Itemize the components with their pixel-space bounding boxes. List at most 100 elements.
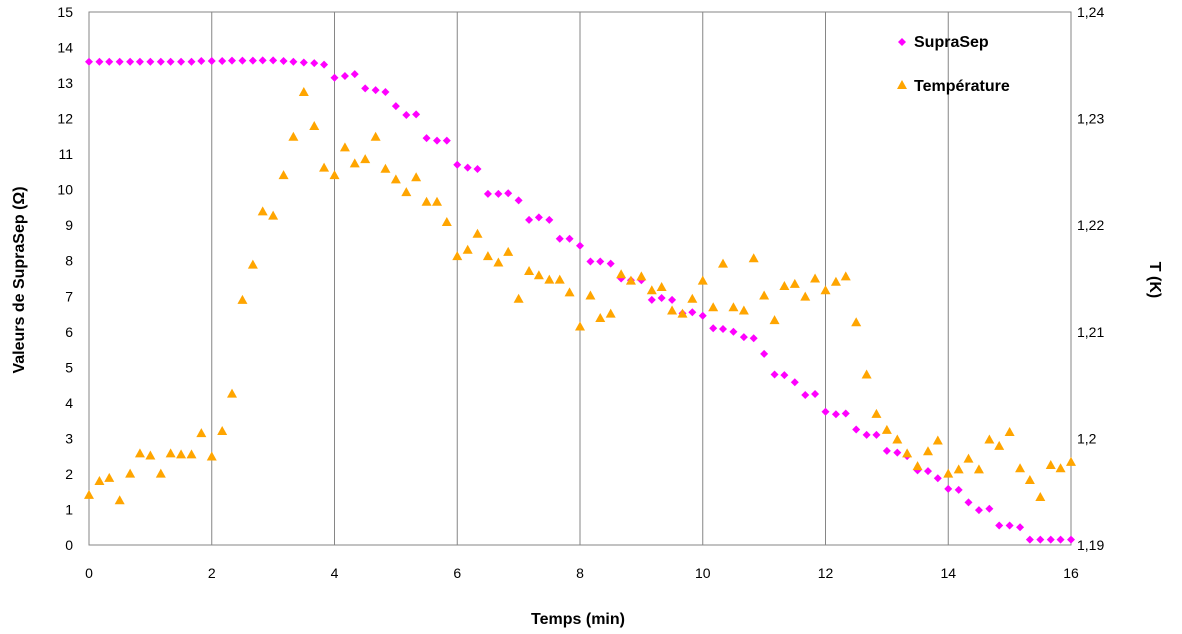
data-point-suprasep <box>576 241 584 250</box>
data-point-temperature <box>605 308 616 318</box>
data-point-temperature <box>625 275 636 285</box>
data-point-suprasep <box>473 165 482 174</box>
data-point-suprasep <box>944 484 953 493</box>
data-point-temperature <box>963 453 974 463</box>
legend-label-temperature: Température <box>914 78 1010 95</box>
y-tick-label: 0 <box>65 537 73 553</box>
data-point-suprasep <box>780 371 789 380</box>
data-point-temperature <box>533 270 544 280</box>
y2-tick-label: 1,23 <box>1077 111 1104 127</box>
data-point-temperature <box>575 321 585 331</box>
legend-marker-suprasep <box>898 38 906 46</box>
data-point-temperature <box>1045 460 1056 470</box>
data-point-suprasep <box>228 56 237 65</box>
data-point-suprasep <box>453 160 462 169</box>
data-point-temperature <box>339 142 350 152</box>
data-point-suprasep <box>985 504 994 513</box>
data-point-suprasep <box>862 430 871 439</box>
data-point-temperature <box>953 464 964 474</box>
data-point-temperature <box>800 291 811 301</box>
data-point-temperature <box>748 253 759 263</box>
data-point-temperature <box>595 312 606 322</box>
legend-marker-temperature <box>897 80 907 89</box>
data-point-temperature <box>973 464 984 474</box>
data-point-temperature <box>789 278 800 288</box>
data-point-temperature <box>994 440 1005 450</box>
data-point-temperature <box>237 294 248 304</box>
data-point-suprasep <box>933 474 942 483</box>
data-point-suprasep <box>299 58 308 67</box>
data-point-suprasep <box>841 409 850 418</box>
data-point-temperature <box>360 154 371 164</box>
x-tick-label: 8 <box>576 565 584 581</box>
data-point-temperature <box>1055 463 1066 473</box>
data-point-temperature <box>482 251 493 261</box>
x-tick-label: 0 <box>85 565 93 581</box>
data-point-suprasep <box>166 57 175 66</box>
y-axis-title: Valeurs de SupraSep (Ω) <box>11 186 28 373</box>
data-point-suprasep <box>995 521 1004 530</box>
data-point-temperature <box>257 206 268 216</box>
y2-tick-label: 1,24 <box>1077 4 1104 20</box>
data-point-suprasep <box>882 446 891 455</box>
data-point-suprasep <box>126 57 135 66</box>
data-point-temperature <box>431 196 442 206</box>
y-tick-label: 6 <box>65 324 73 340</box>
x-tick-label: 2 <box>208 565 216 581</box>
data-point-suprasep <box>187 57 196 66</box>
data-point-temperature <box>984 434 995 444</box>
data-point-suprasep <box>310 59 319 68</box>
data-point-temperature <box>646 285 657 295</box>
data-point-temperature <box>759 290 770 300</box>
data-point-temperature <box>390 174 401 184</box>
data-point-temperature <box>309 121 320 131</box>
data-point-temperature <box>329 170 340 180</box>
x-tick-label: 10 <box>695 565 711 581</box>
x-tick-label: 16 <box>1063 565 1079 581</box>
data-point-suprasep <box>442 136 451 145</box>
data-point-suprasep <box>606 259 615 268</box>
data-point-suprasep <box>432 136 441 145</box>
data-point-temperature <box>278 170 289 180</box>
data-point-suprasep <box>207 57 216 66</box>
y-tick-label: 10 <box>57 182 73 198</box>
data-point-suprasep <box>289 57 298 66</box>
data-point-suprasep <box>739 333 748 342</box>
data-point-suprasep <box>893 448 902 457</box>
data-point-temperature <box>206 451 217 461</box>
data-point-temperature <box>176 449 187 459</box>
data-point-temperature <box>288 131 299 141</box>
data-point-suprasep <box>801 391 810 400</box>
data-point-temperature <box>1035 492 1046 502</box>
data-point-suprasep <box>463 163 472 172</box>
data-point-suprasep <box>760 349 769 358</box>
x-tick-label: 6 <box>453 565 461 581</box>
data-point-temperature <box>861 369 872 379</box>
data-point-suprasep <box>494 189 503 198</box>
data-point-temperature <box>820 285 831 295</box>
data-point-suprasep <box>1067 535 1075 544</box>
data-point-temperature <box>421 196 432 206</box>
data-point-temperature <box>779 280 790 290</box>
x-axis-ticks: 0 2 4 6 8 10 12 14 16 <box>85 565 1079 581</box>
data-point-temperature <box>564 287 575 297</box>
data-point-temperature <box>134 448 145 458</box>
data-point-temperature <box>1015 463 1026 473</box>
y-tick-label: 11 <box>58 146 73 162</box>
data-point-suprasep <box>95 57 104 66</box>
data-point-suprasep <box>698 311 707 320</box>
data-point-suprasep <box>923 467 932 476</box>
data-point-temperature <box>125 468 136 478</box>
data-point-temperature <box>165 448 176 458</box>
data-point-suprasep <box>688 308 697 317</box>
y-tick-label: 4 <box>65 395 73 411</box>
data-point-temperature <box>1024 474 1035 484</box>
data-point-suprasep <box>565 234 574 243</box>
data-point-temperature <box>585 290 596 300</box>
data-point-temperature <box>227 388 238 398</box>
data-point-suprasep <box>657 294 666 303</box>
data-point-suprasep <box>964 498 973 507</box>
data-point-temperature <box>697 275 708 285</box>
data-point-temperature <box>851 317 862 327</box>
data-point-suprasep <box>115 57 124 66</box>
